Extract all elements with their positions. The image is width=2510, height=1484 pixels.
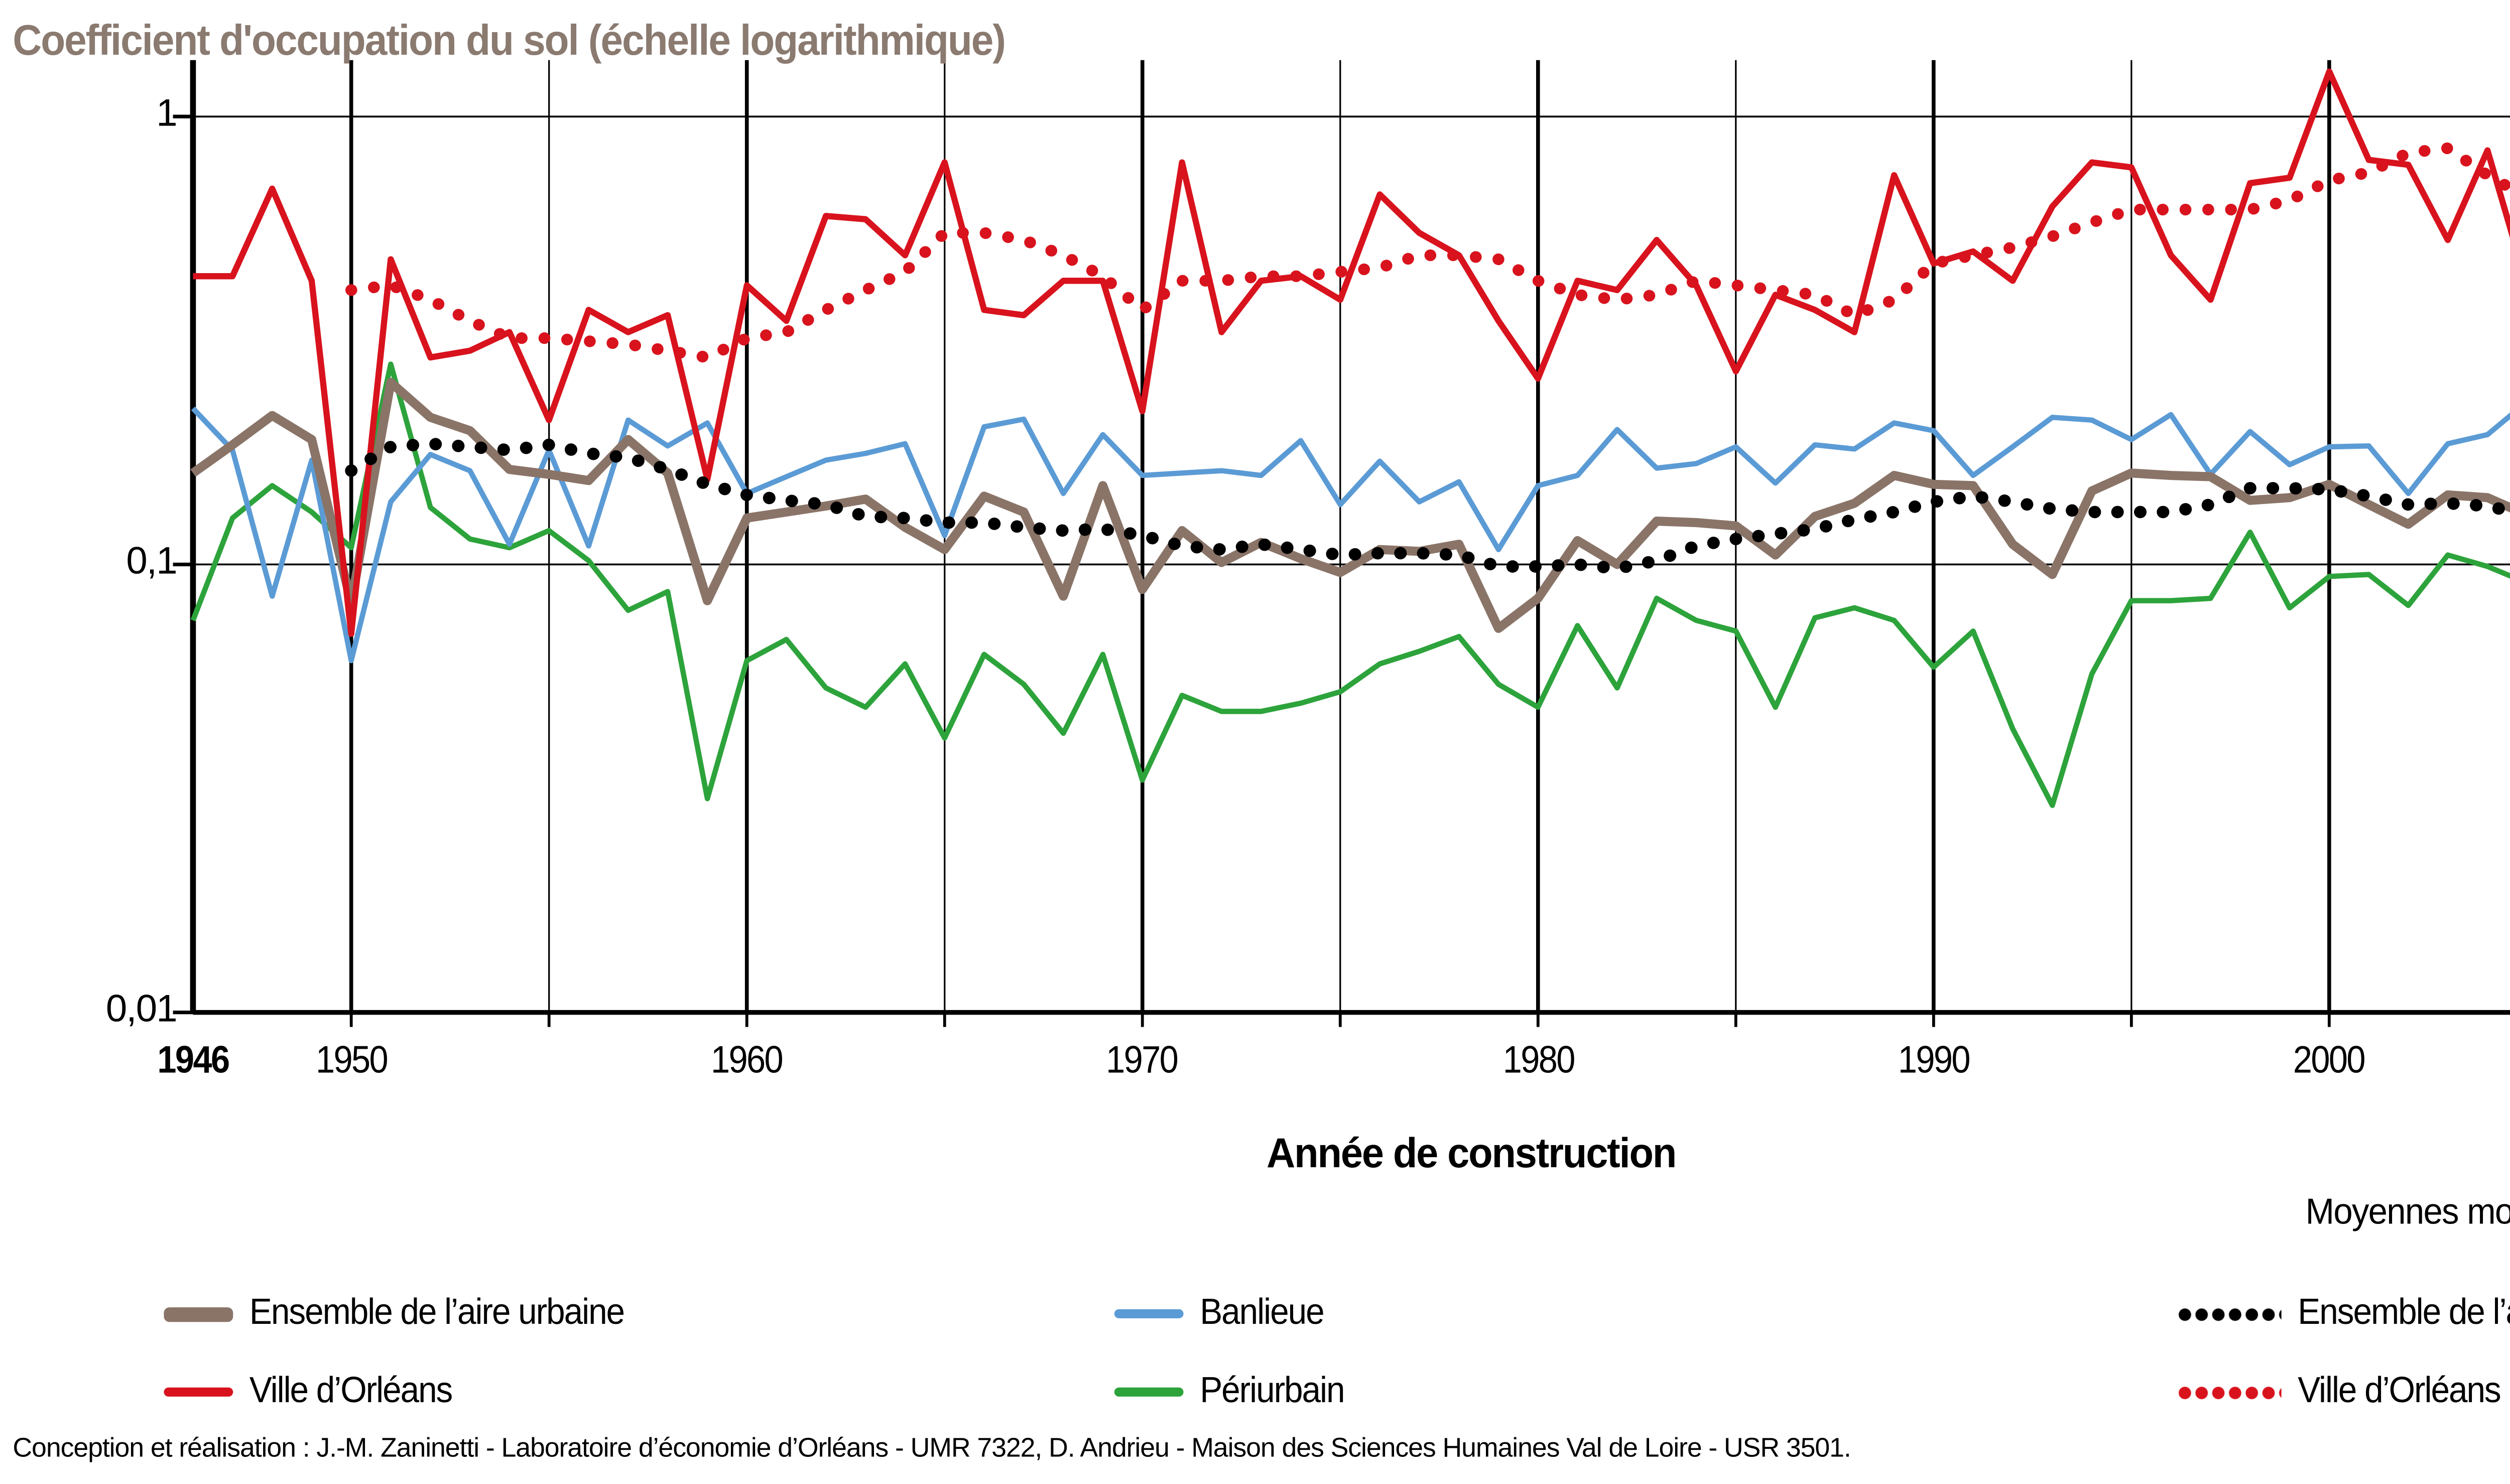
x-tick-label-1950: 1950 [315,1040,389,1082]
series-ma_ensemble [345,437,2510,575]
legend-label-ville: Ville d’Orléans [249,1371,453,1411]
series-ma_ville [345,142,2510,363]
legend-dots-ma-ville-icon [2177,1381,2282,1403]
moving-average-header: Moyennes mobiles sur 5 ans [2305,1192,2510,1233]
legend-line-ville-icon [164,1387,233,1397]
legend-item-periurbain: Périurbain [1114,1371,1355,1413]
x-axis-title: Année de construction [1267,1129,1677,1177]
series-ensemble [190,378,2510,633]
series-periurbain [190,361,2510,808]
legend-line-periurbain-icon [1114,1387,1184,1397]
chart-title: Coefficient d'occupation du sol (échelle… [13,16,1006,64]
series-ville [193,68,2510,637]
legend-line-ensemble-icon [164,1306,233,1321]
y-tick-label-0-01: 0,01 [105,988,178,1031]
legend-label-ensemble: Ensemble de l’aire urbaine [249,1293,625,1333]
legend-label-ma-ensemble: Ensemble de l’aire urbaine [2298,1293,2510,1333]
legend-item-ville: Ville d’Orléans [164,1371,467,1413]
y-tick-label-0-1: 0,1 [126,541,177,583]
legend-item-ensemble: Ensemble de l’aire urbaine [164,1293,652,1334]
x-tick-label-1990: 1990 [1898,1040,1971,1082]
x-tick-label-1980: 1980 [1502,1040,1576,1082]
y-tick-label-1: 1 [156,92,177,135]
legend-item-ma-ensemble: Ensemble de l’aire urbaine [2177,1293,2510,1334]
legend-dots-ma-ensemble-icon [2177,1303,2282,1325]
x-tick-label-2000: 2000 [2293,1040,2366,1082]
legend-label-ma-ville: Ville d’Orléans [2298,1371,2501,1411]
credits-text: Conception et réalisation : J.-M. Zanine… [13,1435,1851,1464]
series-banlieue [191,406,2510,664]
x-tick-label-1960: 1960 [711,1040,784,1082]
x-tick-label-1946: 1946 [157,1040,230,1082]
legend-label-banlieue: Banlieue [1200,1293,1324,1333]
legend-line-banlieue-icon [1114,1309,1184,1318]
legend-item-ma-ville: Ville d’Orléans [2177,1371,2510,1413]
legend-item-banlieue: Banlieue [1114,1293,1333,1334]
x-tick-label-1970: 1970 [1106,1040,1179,1082]
legend-label-periurbain: Périurbain [1200,1371,1345,1411]
